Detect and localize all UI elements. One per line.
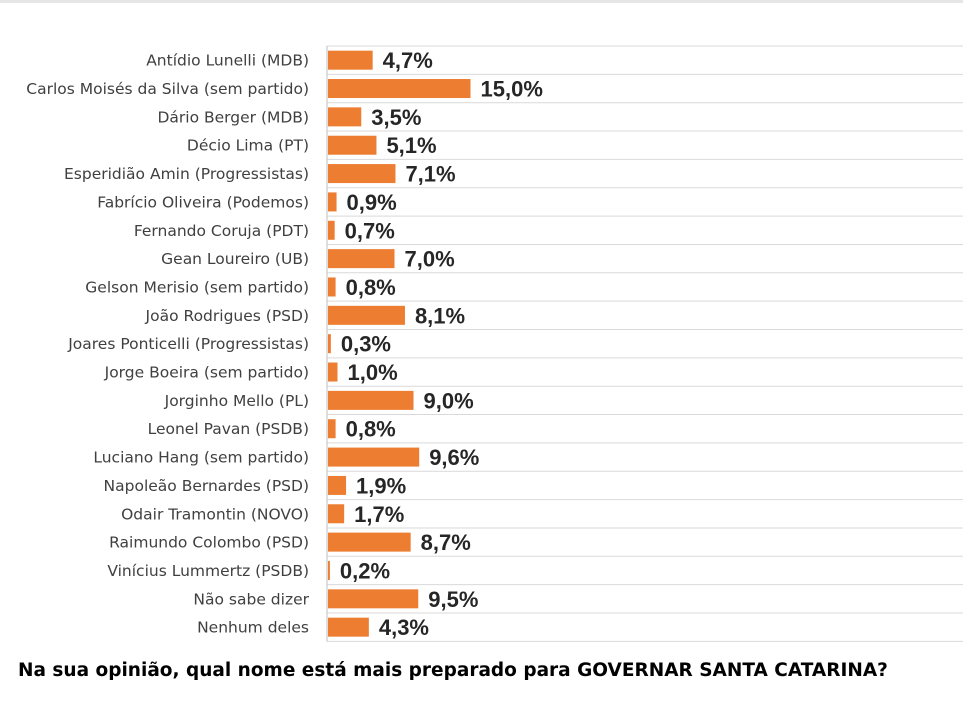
category-label: Gelson Merisio (sem partido) (85, 278, 309, 296)
bar (328, 164, 396, 184)
data-label: 0,8% (346, 417, 396, 442)
category-label: Dário Berger (MDB) (157, 108, 309, 126)
top-divider (0, 0, 963, 3)
category-label: João Rodrigues (PSD) (145, 307, 309, 325)
category-label: Antídio Lunelli (MDB) (146, 52, 309, 70)
data-label: 1,9% (356, 473, 406, 498)
category-label: Vinícius Lummertz (PSDB) (107, 562, 309, 580)
bar (328, 135, 377, 155)
data-label: 7,1% (405, 162, 455, 187)
category-label: Joares Ponticelli (Progressistas) (67, 335, 309, 353)
category-label: Jorge Boeira (sem partido) (104, 364, 309, 382)
bar (328, 475, 347, 495)
category-label: Carlos Moisés da Silva (sem partido) (26, 80, 309, 98)
bar (328, 419, 336, 439)
data-label: 8,7% (421, 530, 471, 555)
data-label: 9,6% (429, 445, 479, 470)
bar (328, 192, 337, 212)
data-label: 15,0% (481, 77, 543, 102)
category-label: Napoleão Bernardes (PSD) (104, 477, 309, 495)
data-label: 9,5% (428, 587, 478, 612)
category-label: Nenhum deles (197, 619, 309, 637)
category-label: Esperidião Amin (Progressistas) (64, 165, 309, 183)
bar (328, 390, 414, 410)
data-label: 1,0% (348, 360, 398, 385)
data-label: 8,1% (415, 303, 465, 328)
category-label: Décio Lima (PT) (187, 137, 309, 155)
data-label: 4,7% (383, 48, 433, 73)
category-label: Fernando Coruja (PDT) (134, 222, 309, 240)
data-label: 0,2% (340, 558, 390, 583)
data-label: 3,5% (371, 105, 421, 130)
category-label: Odair Tramontin (NOVO) (121, 505, 309, 523)
category-label: Jorginho Mello (PL) (164, 392, 309, 410)
bar (328, 50, 373, 70)
bar (328, 249, 395, 269)
bar (328, 305, 405, 325)
category-label: Não sabe dizer (193, 590, 309, 608)
data-label: 7,0% (405, 247, 455, 272)
category-label: Gean Loureiro (UB) (161, 250, 309, 268)
data-label: 5,1% (386, 133, 436, 158)
bar (328, 79, 471, 99)
survey-question: Na sua opinião, qual nome está mais prep… (18, 660, 888, 681)
bar-chart: Antídio Lunelli (MDB) 4,7% Carlos Moisés d… (26, 45, 963, 642)
bar (328, 560, 330, 580)
bar (328, 447, 420, 467)
bar (328, 504, 345, 524)
bar (328, 617, 369, 637)
data-label: 0,7% (345, 218, 395, 243)
bar (328, 220, 335, 240)
category-label: Leonel Pavan (PSDB) (148, 420, 309, 438)
bar (328, 589, 419, 609)
data-label: 9,0% (424, 388, 474, 413)
category-label: Luciano Hang (sem partido) (93, 449, 309, 467)
data-label: 4,3% (379, 615, 429, 640)
category-label: Fabrício Oliveira (Podemos) (97, 193, 309, 211)
bar (328, 334, 331, 354)
data-label: 0,3% (341, 332, 391, 357)
bar (328, 532, 411, 552)
bar (328, 362, 338, 382)
data-label: 1,7% (354, 502, 404, 527)
bar (328, 277, 336, 297)
data-label: 0,9% (347, 190, 397, 215)
bar (328, 107, 362, 127)
data-label: 0,8% (346, 275, 396, 300)
category-label: Raimundo Colombo (PSD) (109, 534, 309, 552)
